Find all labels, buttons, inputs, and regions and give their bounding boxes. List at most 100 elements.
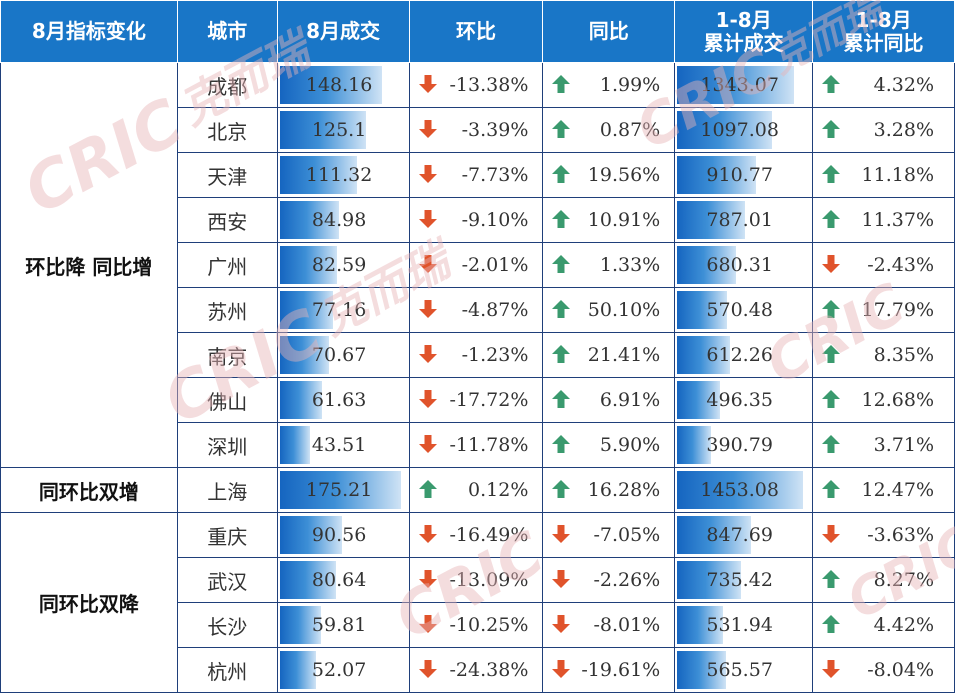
yoy-value: 0.87%	[599, 119, 661, 141]
mom-cell: -7.73%	[408, 152, 544, 198]
cum-volume-value: 1343.07	[700, 74, 779, 96]
table-row: 同环比双降 重庆 90.56 -16.49% -7.05% 847.69 -3.63%	[0, 512, 955, 693]
cum-volume-cell: 565.57	[674, 647, 814, 693]
aug-volume-cell: 80.64	[276, 557, 410, 603]
cum-volume-bar	[677, 426, 712, 464]
yoy-cell: 16.28%	[542, 467, 676, 513]
down-arrow-icon	[418, 615, 437, 633]
yoy-cell: -7.05%	[542, 512, 676, 558]
yoy-value: 50.10%	[587, 299, 661, 321]
aug-volume-bar	[279, 201, 339, 239]
aug-volume-value: 61.63	[311, 389, 367, 411]
down-arrow-icon	[418, 120, 437, 138]
yoy-value: 10.91%	[587, 209, 661, 231]
cum-yoy-value: 11.18%	[861, 164, 934, 186]
down-arrow-icon	[418, 165, 437, 183]
cum-yoy-value: -8.04%	[867, 659, 934, 681]
category-label: 同环比双降	[0, 512, 178, 693]
cum-yoy-value: 8.27%	[873, 569, 934, 591]
mom-value: -17.72%	[449, 389, 529, 411]
up-arrow-icon	[552, 435, 571, 453]
yoy-cell: 19.56%	[542, 152, 676, 198]
table-row: 武汉 80.64 -13.09% -2.26% 735.42 8.27%	[1, 557, 955, 603]
cum-volume-bar	[677, 111, 773, 149]
yoy-value: -2.26%	[593, 569, 661, 591]
cum-volume-bar	[677, 516, 752, 554]
table-row: 环比降 同比增 成都 148.16 -13.38% 1.99% 1343.07 4.32%	[0, 62, 955, 468]
header-cum-volume-line1: 1-8月	[715, 7, 772, 32]
cum-volume-value: 1097.08	[700, 119, 779, 141]
aug-volume-bar	[279, 561, 336, 599]
down-arrow-icon	[418, 300, 437, 318]
cum-volume-bar	[677, 651, 727, 689]
down-arrow-icon	[552, 570, 571, 588]
mom-cell: -17.72%	[408, 377, 544, 423]
down-arrow-icon	[418, 435, 437, 453]
header-cum-yoy: 1-8月 累计同比	[812, 0, 955, 63]
city-name: 西安	[176, 197, 278, 243]
header-aug-volume: 8月成交	[276, 0, 410, 63]
yoy-cell: 50.10%	[542, 287, 676, 333]
cum-volume-value: 565.57	[706, 659, 773, 681]
down-arrow-icon	[418, 75, 437, 93]
cum-volume-cell: 787.01	[674, 197, 814, 243]
cum-volume-value: 612.26	[706, 344, 773, 366]
header-cum-yoy-line2: 累计同比	[843, 30, 924, 55]
cum-yoy-cell: 3.28%	[812, 107, 955, 153]
header-row: 8月指标变化 城市 8月成交 环比 同比 1-8月 累计成交 1-8月 累计同比	[0, 0, 955, 63]
up-arrow-icon	[552, 390, 571, 408]
mom-value: -4.87%	[461, 299, 529, 321]
cum-yoy-value: -3.63%	[867, 524, 934, 546]
cum-volume-bar	[677, 66, 795, 104]
table-row: 长沙 59.81 -10.25% -8.01% 531.94 4.42%	[1, 602, 955, 648]
aug-volume-bar	[279, 66, 382, 104]
aug-volume-bar	[279, 111, 366, 149]
aug-volume-value: 148.16	[305, 74, 373, 96]
city-name: 南京	[176, 332, 278, 378]
yoy-cell: -8.01%	[542, 602, 676, 648]
header-cum-volume: 1-8月 累计成交	[674, 0, 814, 63]
mom-cell: -10.25%	[408, 602, 544, 648]
yoy-cell: 1.33%	[542, 242, 676, 288]
up-arrow-icon	[552, 120, 571, 138]
cum-volume-value: 735.42	[706, 569, 773, 591]
mom-value: -24.38%	[449, 659, 529, 681]
city-name: 北京	[176, 107, 278, 153]
up-arrow-icon	[552, 210, 571, 228]
aug-volume-cell: 43.51	[276, 422, 410, 468]
up-arrow-icon	[822, 210, 841, 228]
mom-cell: -24.38%	[408, 647, 544, 693]
yoy-value: 19.56%	[587, 164, 661, 186]
cum-volume-cell: 531.94	[674, 602, 814, 648]
table-row: 杭州 52.07 -24.38% -19.61% 565.57 -8.04%	[1, 647, 955, 693]
aug-volume-cell: 59.81	[276, 602, 410, 648]
aug-volume-cell: 111.32	[276, 152, 410, 198]
city-name: 佛山	[176, 377, 278, 423]
city-name: 天津	[176, 152, 278, 198]
yoy-value: -19.61%	[581, 659, 661, 681]
cum-volume-bar	[677, 606, 724, 644]
cum-yoy-cell: 17.79%	[812, 287, 955, 333]
cum-yoy-value: 8.35%	[873, 344, 934, 366]
yoy-value: 6.91%	[599, 389, 661, 411]
yoy-cell: 21.41%	[542, 332, 676, 378]
mom-cell: 0.12%	[408, 467, 544, 513]
aug-volume-cell: 148.16	[276, 62, 410, 108]
table-row: 西安 84.98 -9.10% 10.91% 787.01 11.37%	[1, 197, 955, 243]
cum-yoy-value: -2.43%	[867, 254, 934, 276]
down-arrow-icon	[418, 345, 437, 363]
city-name: 广州	[176, 242, 278, 288]
table-row: 苏州 77.16 -4.87% 50.10% 570.48 17.79%	[1, 287, 955, 333]
yoy-cell: 0.87%	[542, 107, 676, 153]
down-arrow-icon	[822, 255, 841, 273]
cum-yoy-cell: 12.68%	[812, 377, 955, 423]
mom-cell: -2.01%	[408, 242, 544, 288]
cum-volume-bar	[677, 246, 737, 284]
yoy-cell: -2.26%	[542, 557, 676, 603]
up-arrow-icon	[822, 120, 841, 138]
up-arrow-icon	[822, 300, 841, 318]
up-arrow-icon	[552, 165, 571, 183]
down-arrow-icon	[418, 390, 437, 408]
cum-volume-value: 680.31	[706, 254, 773, 276]
